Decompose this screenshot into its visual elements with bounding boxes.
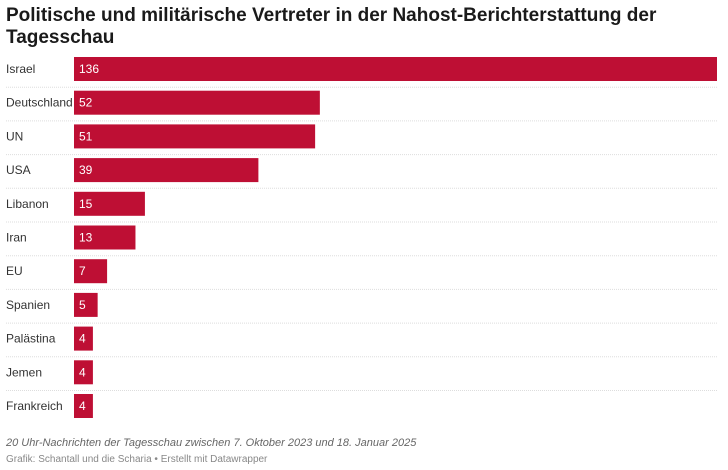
value-label-deutschland: 52 — [79, 96, 93, 110]
category-label-iran: Iran — [6, 231, 27, 245]
chart-title: Politische und militärische Vertreter in… — [6, 5, 657, 48]
bars — [74, 57, 717, 418]
bar-deutschland — [74, 90, 320, 115]
category-label-spanien: Spanien — [6, 298, 50, 312]
bar-israel — [74, 57, 717, 81]
bar-usa — [74, 158, 259, 183]
bar-jemen — [74, 360, 93, 385]
value-label-spanien: 5 — [79, 298, 86, 312]
bar-eu — [74, 259, 108, 284]
bar-un — [74, 124, 316, 149]
category-labels: Israel Deutschland UN USA Libanon Iran EU Spani… — [6, 62, 73, 413]
category-label-eu: EU — [6, 264, 23, 278]
value-label-jemen: 4 — [79, 365, 86, 379]
value-label-israel: 136 — [79, 62, 99, 76]
bar-libanon — [74, 191, 145, 216]
value-label-usa: 39 — [79, 163, 93, 177]
category-label-libanon: Libanon — [6, 197, 49, 211]
bar-spanien — [74, 292, 98, 317]
value-label-frankreich: 4 — [79, 399, 86, 413]
value-label-palastina: 4 — [79, 332, 86, 346]
value-label-un: 51 — [79, 129, 93, 143]
chart-byline: Grafik: Schantall und die Scharia • Erst… — [6, 454, 268, 465]
bar-iran — [74, 225, 136, 250]
chart-notes: 20 Uhr-Nachrichten der Tagesschau zwisch… — [6, 437, 417, 449]
bar-frankreich — [74, 394, 93, 418]
category-label-jemen: Jemen — [6, 365, 42, 379]
category-label-palastina: Palästina — [6, 332, 56, 346]
value-labels: 136 52 51 39 15 13 7 5 4 4 4 — [79, 62, 99, 413]
category-label-frankreich: Frankreich — [6, 399, 63, 413]
category-label-usa: USA — [6, 163, 31, 177]
value-label-libanon: 15 — [79, 197, 93, 211]
value-label-iran: 13 — [79, 231, 93, 245]
bar-palastina — [74, 326, 93, 351]
category-label-deutschland: Deutschland — [6, 96, 73, 110]
value-label-eu: 7 — [79, 264, 86, 278]
category-label-un: UN — [6, 129, 23, 143]
category-label-israel: Israel — [6, 62, 35, 76]
row-separators — [6, 86, 717, 391]
